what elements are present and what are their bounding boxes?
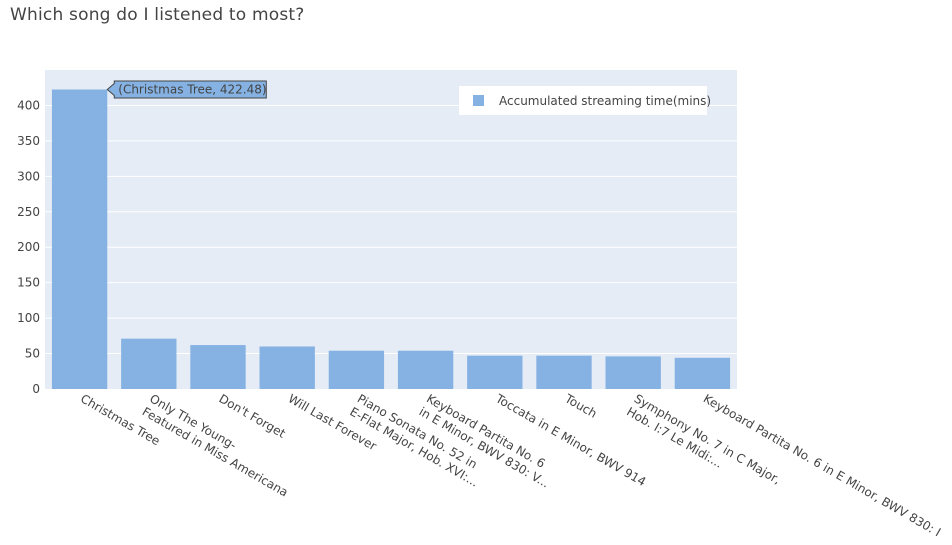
hover-tooltip-box (106, 80, 267, 99)
x-tick-label: Only The Young-Featured in Miss American… (140, 391, 298, 499)
y-tick-label: 350 (17, 134, 40, 148)
x-tick-label-line: Touch (562, 391, 600, 421)
y-tick-label: 250 (17, 205, 40, 219)
x-tick-label: Symphony No. 7 in C Major,Hob. I:7 Le Mi… (624, 391, 783, 499)
x-tick-label-line: Keyboard Partita No. 6 in E Minor, BWV 8… (701, 391, 943, 539)
plot-area (45, 70, 737, 389)
bar (190, 345, 246, 389)
bar (467, 355, 523, 389)
y-tick-label: 200 (17, 240, 40, 254)
bar (121, 338, 177, 389)
x-tick-label: Touch (562, 391, 600, 421)
legend-box (459, 86, 707, 115)
y-tick-label: 400 (17, 98, 40, 112)
y-tick-label: 300 (17, 169, 40, 183)
bar (259, 346, 315, 389)
bar (536, 355, 592, 389)
y-tick-label: 150 (17, 276, 40, 290)
chart-title: Which song do I listened to most? (10, 5, 305, 25)
bar (605, 356, 661, 389)
bar (328, 350, 385, 389)
bar (674, 357, 731, 389)
bar (51, 89, 108, 390)
y-tick-label: 50 (25, 347, 40, 361)
hover-tooltip-label: (Christmas Tree, 422.48) (118, 83, 266, 97)
legend-swatch (473, 95, 484, 106)
bar (397, 350, 454, 389)
legend-label: Accumulated streaming time(mins) (499, 94, 711, 108)
x-tick-label: Keyboard Partita No. 6 in E Minor, BWV 8… (701, 391, 943, 539)
y-tick-label: 0 (32, 382, 40, 396)
y-tick-label: 100 (17, 311, 40, 325)
